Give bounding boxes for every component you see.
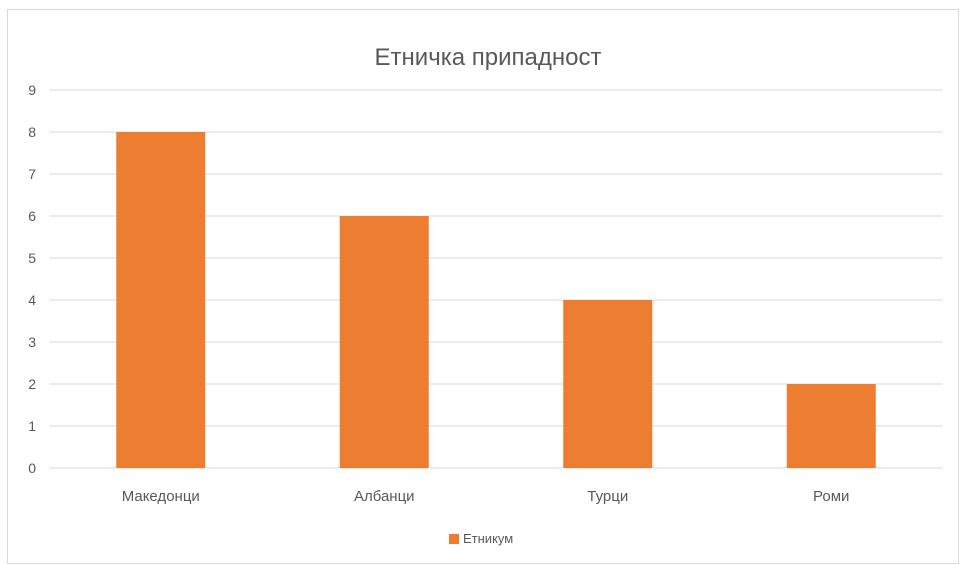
y-tick-label: 0 <box>28 460 36 476</box>
y-tick-label: 3 <box>28 334 36 350</box>
x-tick-label: Роми <box>813 488 849 505</box>
y-tick-label: 2 <box>28 376 36 392</box>
y-axis-ticks: 0 1 2 3 4 5 6 7 8 9 <box>28 82 36 476</box>
y-tick-label: 9 <box>28 82 36 98</box>
x-tick-label: Македонци <box>122 488 200 505</box>
y-tick-label: 7 <box>28 166 36 182</box>
y-tick-label: 8 <box>28 124 36 140</box>
chart-title: Етничка припадност <box>375 44 602 71</box>
x-axis-labels: Македонци Албанци Турци Роми <box>122 488 850 505</box>
bar <box>116 132 206 468</box>
legend-swatch <box>449 534 459 544</box>
y-tick-label: 6 <box>28 208 36 224</box>
legend: Етникум <box>449 531 513 546</box>
bar-chart: Етничка припадност 0 1 2 3 4 5 6 7 8 9 Македонци А… <box>28 44 943 546</box>
chart-container: Етничка припадност 0 1 2 3 4 5 6 7 8 9 Македонци А… <box>7 9 959 564</box>
bar <box>786 384 876 468</box>
x-tick-label: Турци <box>587 488 628 505</box>
bar <box>563 300 653 468</box>
y-tick-label: 5 <box>28 250 36 266</box>
x-tick-label: Албанци <box>354 488 415 505</box>
y-tick-label: 1 <box>28 418 36 434</box>
bars <box>116 132 876 468</box>
bar <box>339 216 429 468</box>
legend-label: Етникум <box>463 531 513 546</box>
y-tick-label: 4 <box>28 292 36 308</box>
